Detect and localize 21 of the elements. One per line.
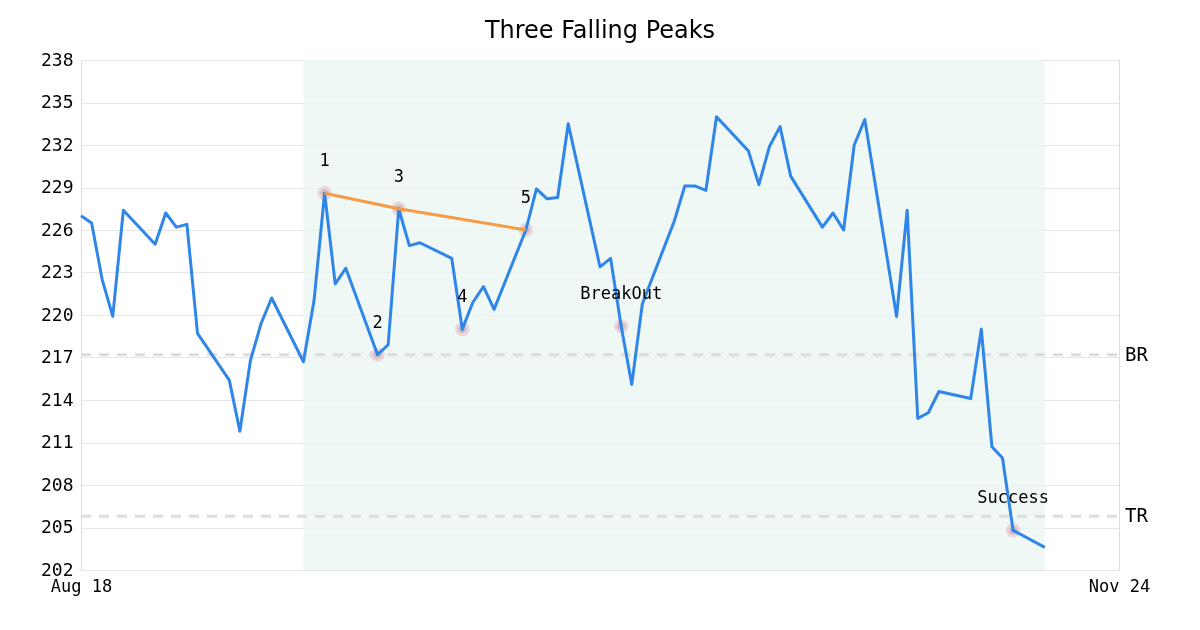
y-tick-label: 211: [40, 431, 74, 452]
chart-title: Three Falling Peaks: [483, 16, 716, 44]
annotation: 1: [319, 150, 330, 171]
ref-line-label: BR: [1125, 342, 1149, 365]
y-tick-label: 220: [40, 303, 74, 325]
y-tick-label: 235: [40, 91, 74, 112]
y-tick-label: 232: [40, 133, 74, 155]
y-tick-label: 214: [40, 388, 74, 410]
annotation: 4: [457, 286, 468, 307]
y-tick-label: 238: [40, 48, 74, 70]
y-tick-label: 226: [40, 218, 74, 240]
annotation: 3: [393, 165, 404, 186]
y-tick-label: 229: [40, 176, 74, 197]
annotation: 2: [372, 311, 383, 332]
x-tick-label: Nov 24: [1088, 575, 1151, 596]
y-tick-label: 217: [40, 346, 74, 367]
y-tick-label: 223: [40, 261, 74, 282]
ref-line-label: TR: [1125, 504, 1149, 527]
y-tick-label: 208: [40, 473, 74, 495]
y-tick-label: 205: [40, 516, 74, 537]
annotation: 5: [520, 187, 531, 207]
